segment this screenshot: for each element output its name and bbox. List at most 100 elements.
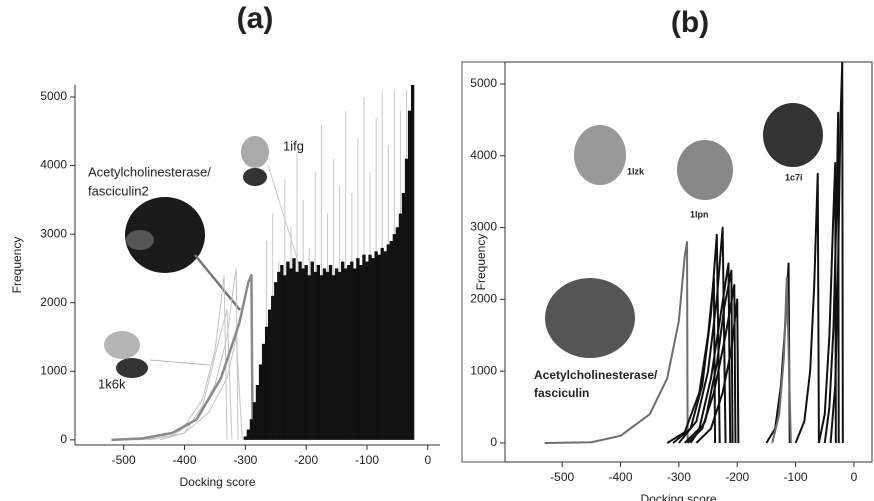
curve xyxy=(817,161,837,444)
spike xyxy=(252,402,257,440)
y-tick-label: 3000 xyxy=(470,220,497,234)
spike xyxy=(395,227,400,440)
curve xyxy=(147,267,239,441)
x-tick-label: -500 xyxy=(112,453,136,467)
spike xyxy=(407,110,412,440)
x-tick-label: -100 xyxy=(784,470,808,484)
x-tick-label: 0 xyxy=(851,470,858,484)
spike xyxy=(289,268,293,440)
spike xyxy=(401,193,406,440)
curve xyxy=(544,240,689,444)
spike xyxy=(322,268,327,440)
spike xyxy=(377,254,381,440)
curve xyxy=(771,276,792,444)
curve xyxy=(135,274,228,441)
annotation: fasciculin xyxy=(534,386,589,400)
spike xyxy=(258,364,263,440)
annotation: Acetylcholinesterase/ xyxy=(88,164,211,179)
y-tick-label: 2000 xyxy=(470,292,497,306)
panel-title: (a) xyxy=(237,2,274,35)
spike xyxy=(410,85,415,440)
spike xyxy=(307,275,311,440)
spike xyxy=(404,158,409,440)
y-tick-label: 0 xyxy=(490,435,497,449)
annotation: 1lpn xyxy=(690,209,709,219)
spike xyxy=(286,261,290,440)
spike xyxy=(337,271,342,440)
y-axis-label: Frequency xyxy=(474,234,488,291)
spike xyxy=(380,247,384,440)
spike xyxy=(267,309,272,440)
x-tick-label: -300 xyxy=(667,470,691,484)
spike xyxy=(344,268,348,440)
y-tick-label: 5000 xyxy=(40,89,67,103)
y-tick-label: 0 xyxy=(60,432,67,446)
y-tick-label: 2000 xyxy=(40,295,67,309)
spike xyxy=(331,275,336,440)
annotation: 1c7i xyxy=(785,172,803,182)
spike xyxy=(368,254,372,440)
protein-icons xyxy=(104,103,823,378)
spike xyxy=(319,275,324,440)
x-tick-label: -200 xyxy=(294,453,318,467)
spike xyxy=(274,282,278,440)
spike xyxy=(264,326,269,440)
spike xyxy=(316,265,321,440)
annotation: fasciculin2 xyxy=(88,183,149,198)
spike xyxy=(359,265,363,440)
spike xyxy=(261,343,266,440)
spike xyxy=(328,265,333,440)
curve xyxy=(794,172,820,444)
curve xyxy=(678,226,727,444)
spike xyxy=(340,261,345,440)
x-tick-label: -100 xyxy=(355,453,379,467)
y-axis-label: Frequency xyxy=(10,237,24,294)
spike xyxy=(310,261,314,440)
spike xyxy=(283,275,287,440)
spike xyxy=(356,258,360,440)
spike xyxy=(243,436,248,440)
spike xyxy=(383,251,387,440)
curve xyxy=(160,309,233,441)
spike xyxy=(347,265,351,440)
plot-frame xyxy=(504,61,873,463)
curve xyxy=(829,62,844,444)
curve xyxy=(111,274,254,442)
y-tick-label: 4000 xyxy=(470,148,497,162)
spike xyxy=(365,261,369,440)
spike xyxy=(392,234,397,440)
x-tick-label: -300 xyxy=(233,453,257,467)
spike xyxy=(301,268,305,440)
spike xyxy=(362,254,366,440)
x-tick-label: -400 xyxy=(609,470,633,484)
curve xyxy=(123,336,243,441)
x-axis-label: Docking score xyxy=(640,492,716,501)
y-tick-label: 1000 xyxy=(40,363,67,377)
spike xyxy=(386,244,390,440)
spike xyxy=(277,271,281,440)
spike xyxy=(371,258,375,440)
x-tick-label: -200 xyxy=(725,470,749,484)
curve xyxy=(823,111,840,444)
x-tick-label: 0 xyxy=(424,453,431,467)
spike xyxy=(280,265,284,440)
annotation: 1ifg xyxy=(283,138,304,153)
spike xyxy=(353,268,357,440)
spike xyxy=(255,385,260,440)
x-axis-label: Docking score xyxy=(179,475,255,489)
y-tick-label: 3000 xyxy=(40,226,67,240)
spike xyxy=(292,258,296,440)
spike xyxy=(389,241,394,440)
spike xyxy=(304,265,308,440)
spike xyxy=(334,268,339,440)
annotation: 1lzk xyxy=(627,166,645,176)
spike xyxy=(325,271,330,440)
spike xyxy=(246,429,251,440)
curve xyxy=(686,284,737,444)
y-tick-label: 1000 xyxy=(470,363,497,377)
y-tick-label: 4000 xyxy=(40,158,67,172)
spike xyxy=(249,419,254,440)
spike xyxy=(374,251,378,440)
spike xyxy=(295,271,299,440)
